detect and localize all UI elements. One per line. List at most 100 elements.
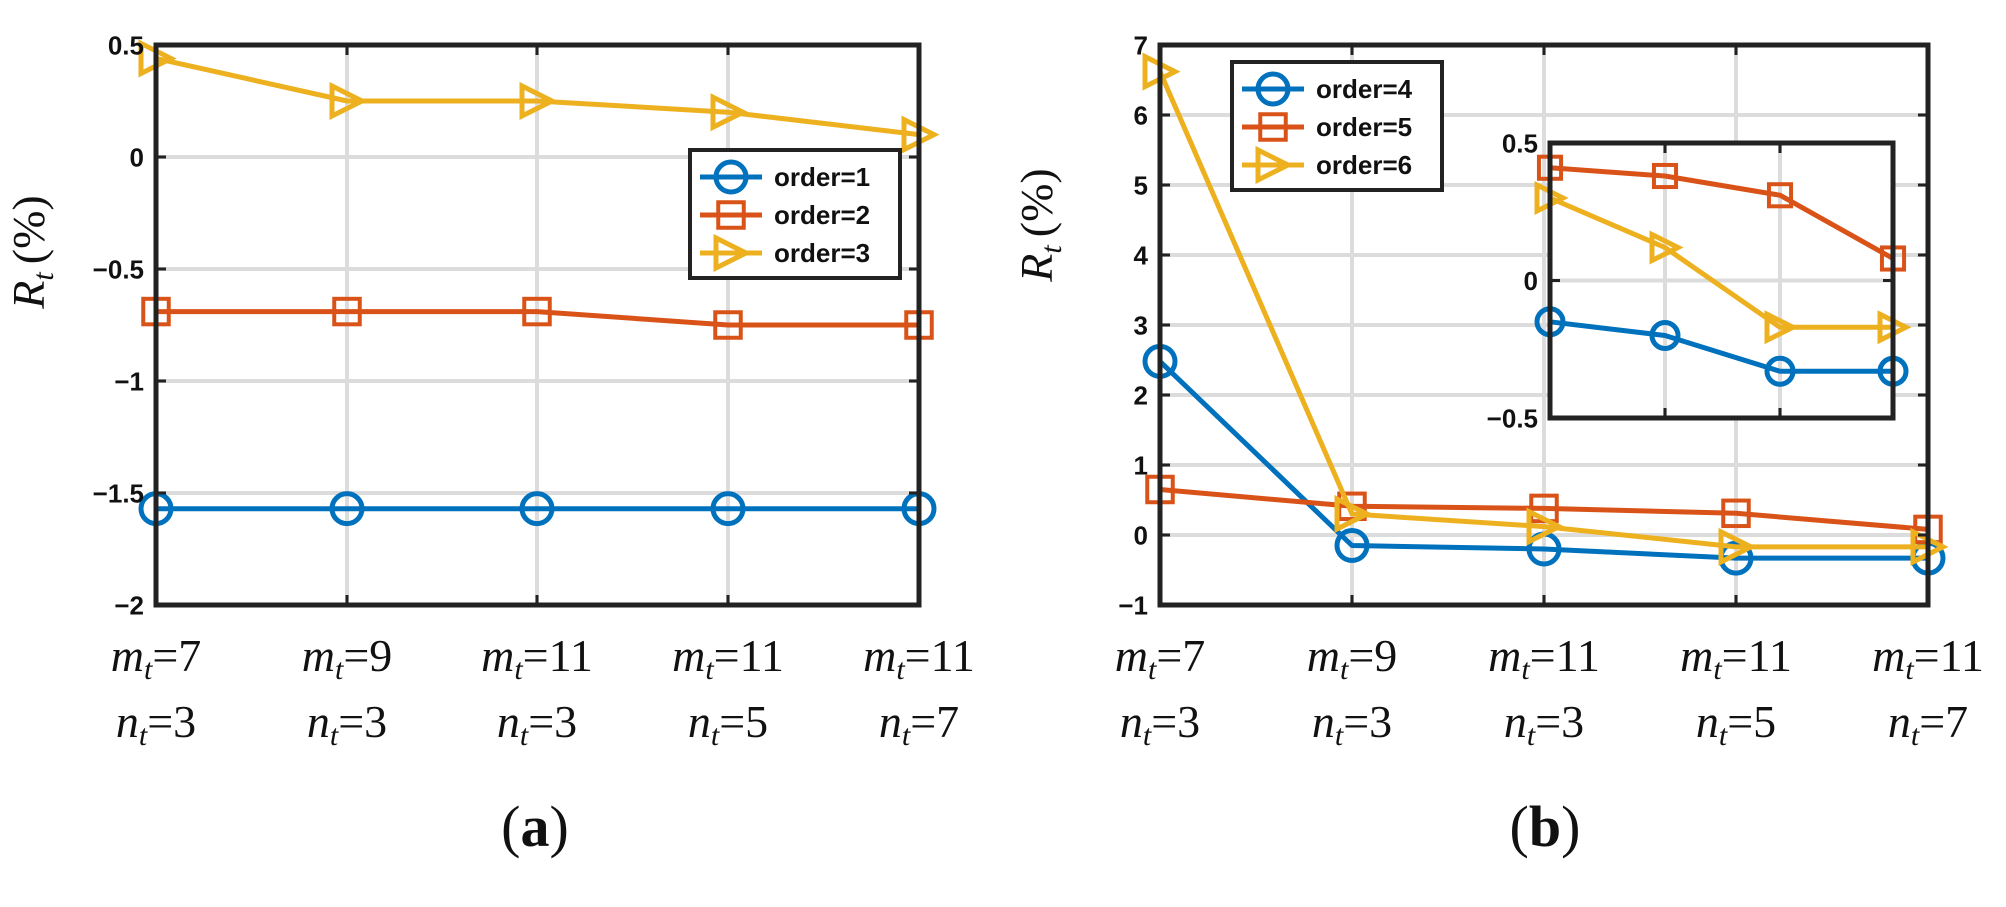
ylabel-sub: t (27, 272, 60, 281)
a-data-point-3 (329, 81, 368, 121)
xtick-sub: t (144, 653, 153, 686)
a-data-point-1 (710, 491, 746, 527)
xtick-var: m (1872, 630, 1905, 681)
xtick-var: n (1888, 696, 1911, 747)
xtick-sub: t (1911, 719, 1920, 752)
a-y-axis-label: Rt (%) (3, 195, 60, 309)
b-inset-ytick-label: 0.5 (1502, 128, 1538, 158)
b-inset-chart: −0.5 0 0.5 (1487, 128, 1912, 433)
a-xtick-label-m: mt=7 (111, 630, 202, 686)
xtick-sub: t (1719, 719, 1728, 752)
xtick-sub: t (139, 719, 148, 752)
a-data-point-3 (710, 93, 749, 132)
b-inset-ytick-label: 0 (1524, 266, 1538, 296)
xtick-sub: t (1521, 653, 1530, 686)
xtick-var: m (672, 630, 705, 681)
xtick-value: =9 (1348, 630, 1397, 681)
xtick-sub: t (711, 719, 720, 752)
a-ytick-label: −1.5 (93, 478, 144, 508)
xtick-sub: t (1527, 719, 1536, 752)
b-series-line-1 (1158, 359, 1928, 561)
xtick-value: =5 (1727, 696, 1776, 747)
a-series-line-3 (155, 55, 920, 138)
a-data-point-3 (519, 81, 558, 121)
b-inset-data-point-1 (1764, 355, 1796, 387)
paren: ) (550, 794, 569, 859)
a-xtick-label-m: mt=11 (863, 630, 975, 686)
b-ytick-label: 7 (1134, 30, 1148, 60)
b-xtick-label-m: mt=11 (1872, 630, 1984, 686)
xtick-sub: t (520, 719, 529, 752)
a-data-point-1 (329, 491, 365, 527)
xtick-sub: t (1905, 653, 1914, 686)
xtick-sub: t (902, 719, 911, 752)
xtick-value: =7 (910, 696, 959, 747)
b-xtick-label-m: mt=9 (1307, 630, 1398, 686)
b-data-point-3 (1526, 507, 1565, 546)
xtick-var: n (116, 696, 139, 747)
xtick-value: =11 (1530, 630, 1600, 681)
b-xtick-label-m: mt=11 (1680, 630, 1792, 686)
b-ytick-label: 4 (1134, 240, 1149, 270)
ylabel-unit: (%) (1011, 168, 1062, 237)
b-inset-data-point-3 (1649, 230, 1684, 265)
a-legend-marker (713, 159, 749, 195)
xtick-var: n (497, 696, 520, 747)
xtick-var: n (1312, 696, 1335, 747)
a-xtick-label-n: nt=3 (497, 696, 577, 752)
xtick-var: m (1307, 630, 1340, 681)
b-legend-marker (1255, 71, 1291, 107)
b-legend-label: order=4 (1316, 74, 1413, 104)
b-xtick-label-n: nt=7 (1888, 696, 1968, 752)
a-xtick-label-n: nt=3 (116, 696, 196, 752)
xtick-sub: t (705, 653, 714, 686)
b-ytick-label: 2 (1134, 380, 1148, 410)
b-panel-label: (b) (1510, 794, 1581, 859)
b-inset-data-point-2 (1651, 162, 1679, 190)
xtick-sub: t (514, 653, 523, 686)
b-xtick-label-m: mt=11 (1488, 630, 1600, 686)
xtick-value: =3 (338, 696, 387, 747)
b-inset-series-line-3 (1549, 195, 1893, 330)
a-ytick-label: 0 (130, 142, 144, 172)
b-xtick-label-n: nt=3 (1312, 696, 1392, 752)
letter: b (1529, 794, 1561, 859)
b-xtick-label-n: nt=5 (1696, 696, 1776, 752)
xtick-sub: t (1148, 653, 1157, 686)
xtick-value: =3 (1535, 696, 1584, 747)
b-ytick-label: −1 (1118, 590, 1148, 620)
a-legend-label: order=3 (774, 238, 870, 268)
a-xtick-label-m: mt=9 (302, 630, 393, 686)
xtick-value: =7 (1919, 696, 1968, 747)
xtick-var: n (879, 696, 902, 747)
b-ytick-label: 3 (1134, 310, 1148, 340)
xtick-sub: t (1143, 719, 1152, 752)
b-data-point-2 (1721, 498, 1751, 529)
b-ytick-label: 1 (1134, 450, 1148, 480)
xtick-var: m (111, 630, 144, 681)
xtick-var: n (688, 696, 711, 747)
chart-panel-b: −101234567mt=7nt=3mt=9nt=3mt=11nt=3mt=11… (1011, 30, 1984, 859)
a-ytick-label: 0.5 (108, 30, 144, 60)
b-legend-label: order=5 (1316, 112, 1412, 142)
b-ytick-label: 0 (1134, 520, 1148, 550)
a-legend-label: order=2 (774, 200, 870, 230)
xtick-value: =3 (1343, 696, 1392, 747)
b-series-line-2 (1159, 487, 1929, 532)
a-legend-marker (713, 233, 752, 273)
b-inset-data-point-2 (1766, 182, 1794, 209)
paren: ( (501, 794, 520, 859)
a-legend-marker (716, 200, 746, 230)
xtick-sub: t (1335, 719, 1344, 752)
ylabel-var: R (3, 281, 54, 310)
xtick-var: m (481, 630, 514, 681)
b-inset-series-line-2 (1549, 165, 1895, 261)
xtick-var: m (1488, 630, 1521, 681)
xtick-value: =11 (1722, 630, 1792, 681)
xtick-var: m (863, 630, 896, 681)
ylabel-unit: (%) (3, 195, 54, 264)
xtick-sub: t (1713, 653, 1722, 686)
paren: ( (1510, 794, 1529, 859)
xtick-sub: t (1340, 653, 1349, 686)
xtick-value: =7 (1156, 630, 1205, 681)
